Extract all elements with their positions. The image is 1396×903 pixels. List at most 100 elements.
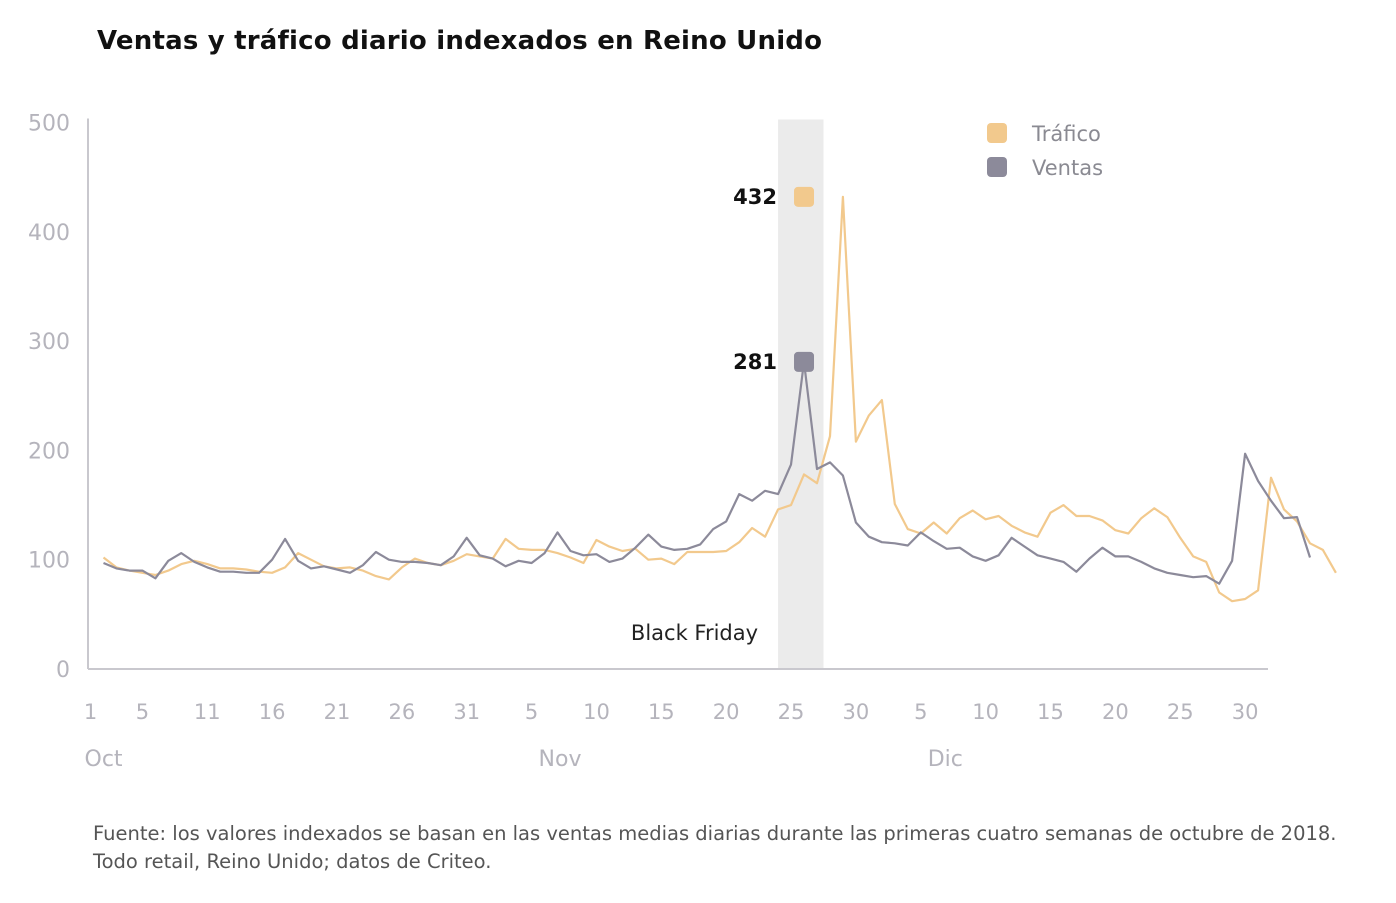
data-point-trafico: [842, 196, 844, 198]
data-point-trafico: [530, 549, 532, 551]
data-point-ventas: [1231, 560, 1233, 562]
data-point-ventas: [1192, 576, 1194, 578]
data-point-ventas: [154, 577, 156, 579]
data-point-trafico: [1101, 519, 1103, 521]
data-point-trafico: [894, 503, 896, 505]
data-point-ventas: [1101, 547, 1103, 549]
data-point-trafico: [751, 527, 753, 529]
data-point-ventas: [751, 500, 753, 502]
x-tick-label: 25: [778, 700, 805, 724]
data-point-ventas: [647, 533, 649, 535]
data-point-trafico: [738, 541, 740, 543]
data-point-trafico: [180, 563, 182, 565]
data-point-trafico: [232, 567, 234, 569]
peak-annotations: 432 281: [733, 185, 815, 374]
month-labels: Oct Nov Dic: [85, 747, 963, 772]
x-tick-label: 10: [583, 700, 610, 724]
data-point-trafico: [556, 552, 558, 554]
x-tick-label: 30: [1232, 700, 1259, 724]
series-line-trafico: [102, 195, 1337, 603]
data-point-ventas: [608, 561, 610, 563]
x-tick-label: 5: [525, 700, 538, 724]
peak-marker-trafico: [794, 186, 815, 207]
month-label: Oct: [85, 747, 123, 772]
data-point-ventas: [543, 552, 545, 554]
peak-label-ventas: 281: [733, 350, 777, 374]
x-tick-label: 11: [194, 700, 221, 724]
chart-title: Ventas y tráfico diario indexados en Rei…: [97, 26, 823, 56]
data-point-ventas: [1179, 574, 1181, 576]
peak-marker-ventas: [794, 351, 815, 372]
data-point-ventas: [816, 468, 818, 470]
data-point-trafico: [1192, 555, 1194, 557]
data-point-ventas: [829, 461, 831, 463]
data-point-ventas: [115, 567, 117, 569]
x-tick-label: 20: [713, 700, 740, 724]
data-point-trafico: [803, 473, 805, 475]
data-point-ventas: [362, 564, 364, 566]
data-point-ventas: [582, 554, 584, 556]
data-point-ventas: [1088, 557, 1090, 559]
data-point-ventas: [660, 545, 662, 547]
data-point-ventas: [1244, 453, 1246, 455]
data-point-trafico: [1166, 516, 1168, 518]
data-point-trafico: [1075, 515, 1077, 517]
data-point-ventas: [388, 559, 390, 561]
data-point-ventas: [1140, 561, 1142, 563]
data-point-trafico: [219, 567, 221, 569]
data-point-ventas: [1166, 572, 1168, 574]
data-point-ventas: [1270, 500, 1272, 502]
data-point-trafico: [984, 518, 986, 520]
data-point-trafico: [1309, 542, 1311, 544]
data-point-ventas: [504, 565, 506, 567]
data-point-trafico: [608, 545, 610, 547]
data-point-trafico: [673, 563, 675, 565]
x-tick-label: 1: [84, 700, 97, 724]
peak-label-trafico: 432: [733, 185, 777, 209]
data-point-ventas: [790, 463, 792, 465]
data-point-ventas: [868, 536, 870, 538]
data-point-trafico: [1335, 572, 1337, 574]
data-point-trafico: [725, 550, 727, 552]
data-point-trafico: [297, 552, 299, 554]
data-point-ventas: [401, 561, 403, 563]
data-point-trafico: [167, 569, 169, 571]
data-point-trafico: [154, 574, 156, 576]
data-point-ventas: [336, 568, 338, 570]
x-tick-label: 15: [648, 700, 675, 724]
data-point-ventas: [946, 548, 948, 550]
data-point-trafico: [1127, 532, 1129, 534]
data-point-trafico: [1283, 508, 1285, 510]
data-point-trafico: [271, 572, 273, 574]
data-point-trafico: [414, 557, 416, 559]
data-point-ventas: [1296, 516, 1298, 518]
data-point-ventas: [453, 555, 455, 557]
data-point-ventas: [595, 553, 597, 555]
data-point-trafico: [933, 521, 935, 523]
data-point-ventas: [258, 572, 260, 574]
y-tick-label: 100: [28, 549, 70, 574]
data-point-ventas: [1114, 555, 1116, 557]
x-tick-label: 21: [324, 700, 351, 724]
data-point-trafico: [466, 553, 468, 555]
x-tick-label: 5: [914, 700, 927, 724]
data-point-ventas: [1127, 555, 1129, 557]
x-tick-label: 31: [453, 700, 480, 724]
data-point-trafico: [1244, 598, 1246, 600]
data-point-trafico: [595, 539, 597, 541]
data-point-trafico: [1114, 529, 1116, 531]
data-point-ventas: [271, 559, 273, 561]
data-point-ventas: [712, 528, 714, 530]
data-point-trafico: [686, 551, 688, 553]
data-point-trafico: [504, 538, 506, 540]
data-point-trafico: [1036, 536, 1038, 538]
data-point-ventas: [894, 542, 896, 544]
data-point-trafico: [997, 515, 999, 517]
data-point-ventas: [102, 562, 104, 564]
data-point-ventas: [972, 555, 974, 557]
data-point-ventas: [686, 548, 688, 550]
data-point-ventas: [427, 562, 429, 564]
data-point-ventas: [180, 552, 182, 554]
data-point-trafico: [206, 563, 208, 565]
data-point-ventas: [1153, 567, 1155, 569]
